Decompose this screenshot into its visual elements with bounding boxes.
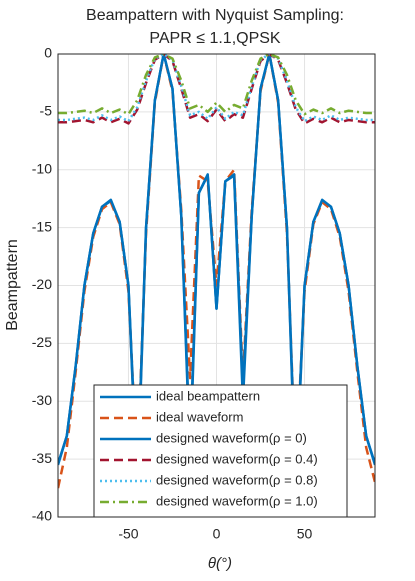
series-line <box>58 54 375 123</box>
legend-label: designed waveform(ρ = 1.0) <box>156 493 318 508</box>
x-tick-label: 50 <box>297 526 313 542</box>
series-line <box>58 54 375 116</box>
legend-box <box>93 384 348 518</box>
y-tick-label: -15 <box>32 218 52 234</box>
y-tick-label: -25 <box>32 334 52 350</box>
x-axis-label: θ(°) <box>208 555 232 572</box>
y-tick-label: -10 <box>32 160 52 176</box>
y-tick-label: -35 <box>32 450 52 466</box>
x-tick-label: 0 <box>213 526 221 542</box>
series-line <box>58 54 375 125</box>
chart-title: PAPR ≤ 1.1,QPSK <box>149 30 281 47</box>
y-tick-label: -40 <box>32 508 52 524</box>
series-line <box>58 54 375 484</box>
legend-label: designed waveform(ρ = 0.8) <box>156 472 318 487</box>
x-tick-label: -50 <box>118 526 138 542</box>
legend-label: ideal beampattern <box>156 388 260 403</box>
y-tick-label: -5 <box>40 103 53 119</box>
legend-label: designed waveform(ρ = 0.4) <box>156 451 318 466</box>
chart-title: Beampattern with Nyquist Sampling: <box>86 7 344 24</box>
y-axis-label: Beampattern <box>4 239 21 331</box>
legend-label: designed waveform(ρ = 0) <box>156 430 307 445</box>
y-tick-label: -30 <box>32 392 52 408</box>
legend-label: ideal waveform <box>156 409 243 424</box>
y-tick-label: 0 <box>44 45 52 61</box>
y-tick-label: -20 <box>32 276 52 292</box>
